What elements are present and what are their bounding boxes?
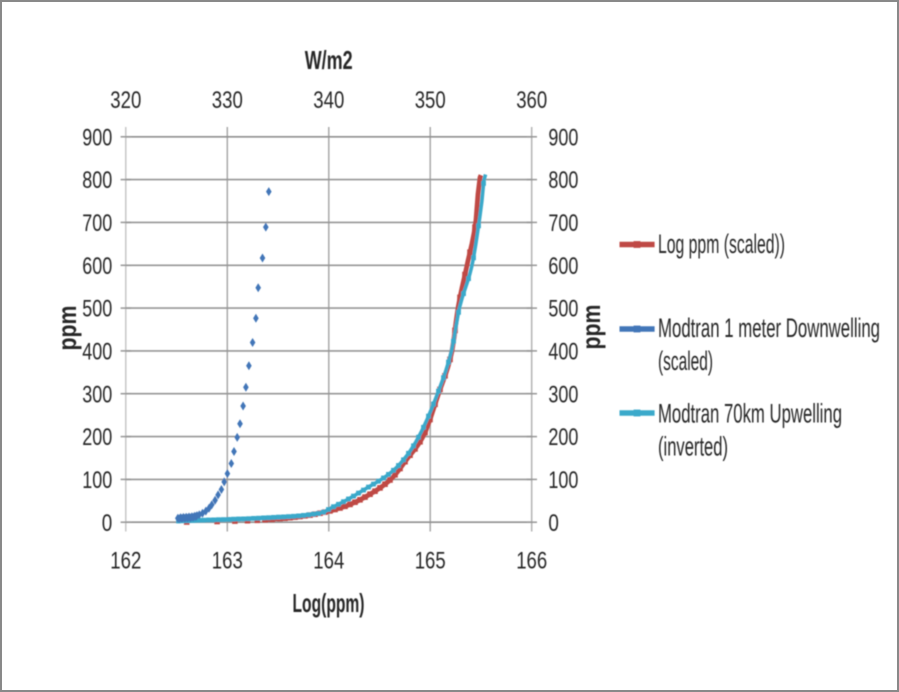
svg-text:800: 800	[548, 167, 578, 194]
svg-text:400: 400	[82, 339, 112, 366]
svg-text:500: 500	[548, 296, 578, 323]
svg-text:100: 100	[82, 467, 112, 494]
svg-text:ppm: ppm	[576, 305, 606, 350]
svg-text:600: 600	[548, 253, 578, 280]
svg-text:Log(ppm): Log(ppm)	[293, 588, 365, 618]
svg-text:Log ppm (scaled)): Log ppm (scaled))	[658, 229, 785, 259]
svg-text:700: 700	[82, 210, 112, 237]
svg-text:400: 400	[548, 339, 578, 366]
svg-text:300: 300	[548, 381, 578, 408]
svg-text:Modtran 70km Upwelling: Modtran 70km Upwelling	[658, 399, 842, 429]
svg-text:100: 100	[548, 467, 578, 494]
svg-text:700: 700	[548, 210, 578, 237]
svg-text:162: 162	[110, 548, 141, 575]
svg-text:164: 164	[313, 548, 344, 575]
svg-text:340: 340	[313, 87, 344, 114]
svg-text:600: 600	[82, 253, 112, 280]
svg-text:Modtran 1 meter Downwelling: Modtran 1 meter Downwelling	[658, 313, 880, 343]
svg-text:W/m2: W/m2	[305, 45, 353, 75]
svg-text:320: 320	[110, 87, 141, 114]
svg-text:ppm: ppm	[52, 306, 82, 351]
svg-text:0: 0	[102, 510, 113, 537]
svg-text:163: 163	[212, 548, 243, 575]
svg-text:350: 350	[415, 87, 446, 114]
svg-text:200: 200	[82, 424, 112, 451]
svg-text:(inverted): (inverted)	[658, 432, 728, 462]
svg-text:330: 330	[212, 87, 243, 114]
svg-text:0: 0	[548, 510, 559, 537]
svg-text:200: 200	[548, 424, 578, 451]
svg-text:165: 165	[415, 548, 446, 575]
svg-text:900: 900	[548, 124, 578, 151]
svg-text:300: 300	[82, 381, 112, 408]
svg-text:800: 800	[82, 167, 112, 194]
svg-text:(scaled): (scaled)	[658, 346, 713, 376]
svg-text:360: 360	[516, 87, 547, 114]
svg-text:166: 166	[516, 548, 547, 575]
svg-text:900: 900	[82, 124, 112, 151]
svg-text:500: 500	[82, 296, 112, 323]
